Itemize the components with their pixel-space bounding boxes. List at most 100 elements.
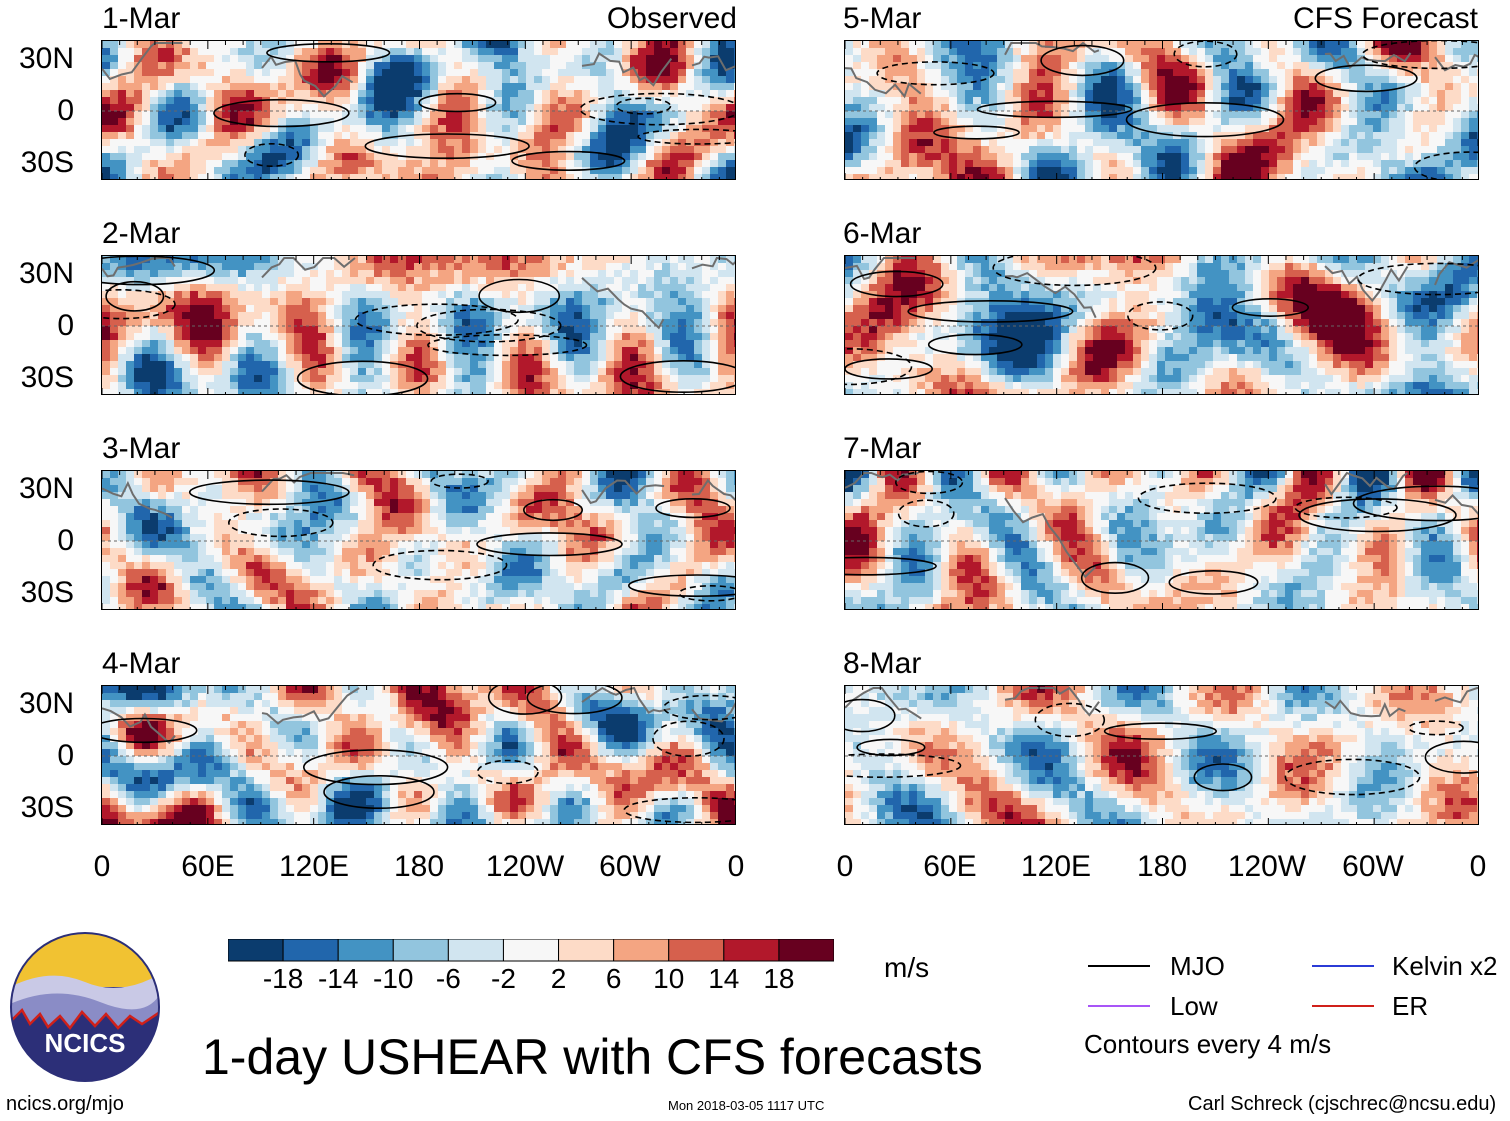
lon-label-120e-left: 120E: [278, 850, 350, 883]
panel-forecast-8: [844, 685, 1479, 825]
mjo-contours: [876, 41, 1478, 179]
lon-label-120w-left: 120W: [485, 850, 565, 883]
anomaly-field: [845, 686, 1478, 824]
lat-label-eq-row2: 0: [57, 309, 74, 342]
legend-kelvin-line: [1312, 965, 1374, 967]
lat-label-30s-row1: 30S: [20, 146, 74, 179]
lat-label-30n-row2: 30N: [18, 257, 74, 290]
lon-label-0-right: 0: [836, 850, 854, 883]
lat-label-30n-row1: 30N: [18, 42, 74, 75]
date-label-3: 3-Mar: [102, 432, 181, 465]
colorbar-swatch: [337, 939, 394, 962]
colorbar-swatch: [668, 939, 725, 962]
ncics-logo: NCICS: [10, 932, 160, 1082]
panel-observed-2: [101, 255, 736, 395]
coastlines: [845, 257, 1478, 319]
legend-er-label: ER: [1392, 991, 1429, 1021]
date-label-1: 1-Mar: [102, 2, 181, 35]
lat-label-eq-row4: 0: [57, 739, 74, 772]
observed-label: Observed: [606, 2, 737, 35]
date-label-7: 7-Mar: [843, 432, 922, 465]
colorbar-tick-label: 18: [763, 963, 795, 994]
website-link[interactable]: ncics.org/mjo: [6, 1093, 124, 1115]
lat-label-30s-row4: 30S: [20, 791, 74, 824]
colorbar-units: m/s: [884, 952, 930, 983]
anomaly-field: [845, 471, 1478, 609]
panel-observed-4: [101, 685, 736, 825]
lat-label-30n-row3: 30N: [18, 472, 74, 505]
coastlines: [845, 686, 1478, 720]
anomaly-field: [102, 471, 735, 609]
date-label-2: 2-Mar: [102, 217, 181, 250]
axis-ticks: [845, 256, 1463, 394]
legend-mjo-label: MJO: [1170, 951, 1225, 981]
axis-ticks: [102, 471, 720, 609]
coastlines: [102, 42, 735, 98]
colorbar-swatch: [502, 939, 560, 962]
legend-low-label: Low: [1170, 991, 1218, 1021]
colorbar-tick-label: -6: [435, 963, 461, 994]
panel-forecast-6: [844, 255, 1479, 395]
colorbar-tick-label: -2: [491, 963, 516, 994]
panel-forecast-7: [844, 470, 1479, 610]
panel-observed-1: [101, 40, 736, 180]
figure-title: 1-day USHEAR with CFS forecasts: [202, 1029, 983, 1085]
colorbar-swatch: [723, 939, 780, 962]
colorbar-tick-label: -18: [262, 963, 304, 994]
legend-mjo-line: [1088, 965, 1150, 967]
colorbar-tick-label: 14: [708, 963, 740, 994]
date-label-8: 8-Mar: [843, 647, 922, 680]
anomaly-field: [845, 256, 1478, 394]
lon-label-60w-left: 60W: [599, 850, 661, 883]
mjo-contours: [102, 256, 735, 394]
anomaly-field: [102, 686, 735, 824]
mjo-contours: [845, 698, 1478, 796]
legend-er-line: [1312, 1005, 1374, 1007]
cfs-forecast-label: CFS Forecast: [1292, 2, 1478, 35]
axis-ticks: [102, 256, 720, 394]
colorbar: [228, 939, 834, 962]
lat-label-30s-row3: 30S: [20, 576, 74, 609]
lon-label-120w-right: 120W: [1227, 850, 1307, 883]
logo-text: NCICS: [45, 1028, 126, 1058]
axis-ticks: [845, 471, 1463, 609]
date-label-4: 4-Mar: [102, 647, 181, 680]
colorbar-swatch: [282, 939, 339, 962]
panel-forecast-5: [844, 40, 1479, 180]
lat-label-30n-row4: 30N: [18, 687, 74, 720]
mjo-contours: [845, 256, 1478, 386]
colorbar-swatch: [228, 939, 284, 962]
colorbar-tick-label: -10: [373, 963, 414, 994]
colorbar-swatch: [558, 939, 615, 962]
colorbar-swatch: [447, 939, 504, 962]
axis-ticks: [102, 686, 720, 824]
lon-label-180-left: 180: [393, 850, 445, 883]
coastlines: [845, 41, 1478, 99]
lon-label-60e-right: 60E: [923, 850, 977, 883]
mjo-contours: [102, 686, 735, 824]
lon-label-60e-left: 60E: [181, 850, 235, 883]
axis-ticks: [845, 41, 1463, 179]
coastlines: [102, 472, 735, 519]
timestamp: Mon 2018-03-05 1117 UTC: [668, 1098, 825, 1113]
anomaly-field: [845, 41, 1478, 179]
mjo-contours: [845, 471, 1478, 595]
lon-label-60w-right: 60W: [1342, 850, 1404, 883]
lon-label-180-right: 180: [1136, 850, 1188, 883]
panel-observed-3: [101, 470, 736, 610]
lon-label-120e-right: 120E: [1020, 850, 1092, 883]
lon-label-0-end-right: 0: [1469, 850, 1487, 883]
contour-interval-note: Contours every 4 m/s: [1084, 1029, 1332, 1059]
mjo-contours: [213, 43, 735, 171]
coastlines: [845, 471, 1478, 579]
lon-label-0-end-left: 0: [727, 850, 745, 883]
colorbar-swatch: [613, 939, 670, 962]
axis-ticks: [102, 41, 720, 179]
anomaly-field: [102, 41, 735, 179]
axis-ticks: [845, 686, 1463, 824]
lat-label-30s-row2: 30S: [20, 361, 74, 394]
anomaly-field: [102, 256, 735, 394]
colorbar-swatch: [392, 939, 449, 962]
colorbar-tick-label: 10: [653, 963, 685, 994]
coastlines: [102, 256, 735, 330]
